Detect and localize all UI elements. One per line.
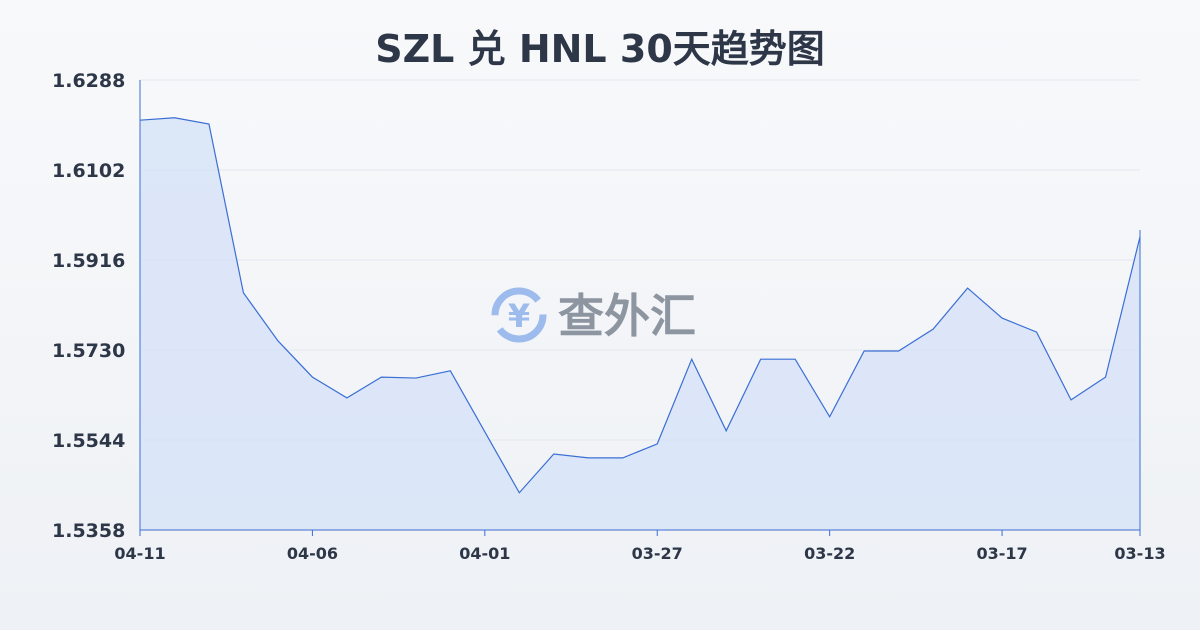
y-tick-label: 1.6102: [52, 160, 125, 182]
yen-exchange-icon: ¥: [491, 287, 547, 343]
chart-title: SZL 兑 HNL 30天趋势图: [375, 27, 825, 71]
y-tick-label: 1.5916: [52, 250, 125, 272]
x-tick-label: 03-27: [632, 544, 683, 563]
y-tick-label: 1.5358: [52, 520, 125, 542]
x-tick-label: 03-13: [1114, 544, 1165, 563]
watermark-text: 查外汇: [558, 289, 696, 343]
watermark: ¥ 查外汇: [491, 287, 696, 343]
x-tick-label: 04-06: [287, 544, 338, 563]
x-tick-label: 04-11: [114, 544, 165, 563]
y-tick-label: 1.5730: [52, 340, 125, 362]
y-tick-label: 1.5544: [52, 430, 125, 452]
x-tick-label: 03-17: [976, 544, 1027, 563]
x-tick-label: 04-01: [459, 544, 510, 563]
svg-text:¥: ¥: [508, 297, 530, 335]
y-tick-label: 1.6288: [52, 70, 125, 92]
area-fill: [140, 117, 1140, 530]
x-tick-label: 03-22: [804, 544, 855, 563]
series-line: [139, 117, 1141, 494]
